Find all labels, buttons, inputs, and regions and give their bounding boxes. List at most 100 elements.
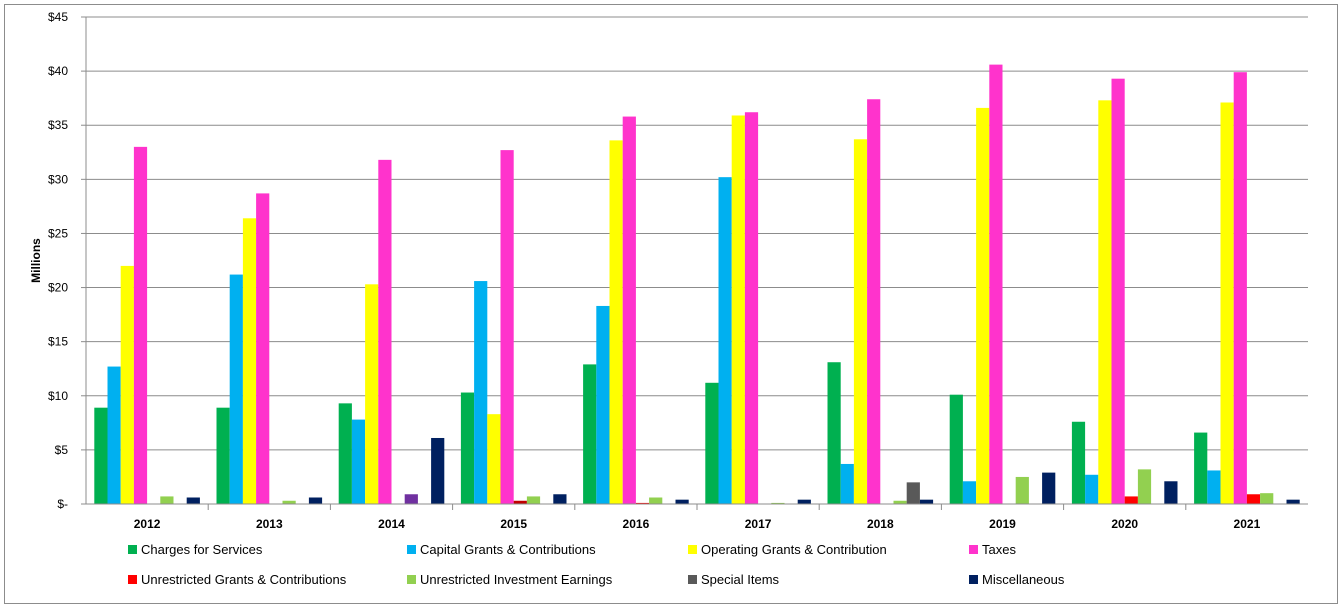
bar bbox=[583, 364, 597, 504]
y-tick-label: $30 bbox=[48, 172, 68, 186]
bar bbox=[771, 502, 785, 504]
bar bbox=[216, 407, 230, 504]
bar bbox=[1111, 78, 1125, 504]
legend-swatch bbox=[688, 575, 697, 584]
x-tick-label: 2017 bbox=[745, 517, 772, 531]
bar bbox=[1137, 469, 1152, 504]
bar bbox=[675, 499, 689, 504]
x-tick-label: 2014 bbox=[378, 517, 405, 531]
y-tick-label: $35 bbox=[48, 118, 68, 132]
bar bbox=[1194, 432, 1208, 504]
bar bbox=[474, 281, 488, 504]
bar bbox=[351, 419, 366, 504]
bar bbox=[500, 150, 514, 504]
bar bbox=[404, 494, 418, 504]
bar bbox=[1286, 499, 1300, 504]
x-tick-label: 2021 bbox=[1234, 517, 1261, 531]
bar bbox=[1015, 476, 1029, 504]
bar bbox=[1098, 100, 1112, 504]
bar bbox=[242, 218, 257, 504]
bar bbox=[609, 140, 623, 504]
x-tick-label: 2018 bbox=[867, 517, 894, 531]
legend-label: Taxes bbox=[982, 542, 1016, 557]
bar bbox=[513, 500, 527, 504]
bar bbox=[718, 177, 732, 504]
bar bbox=[460, 392, 475, 504]
bar bbox=[731, 115, 745, 504]
bar bbox=[1246, 494, 1261, 504]
bar bbox=[229, 274, 243, 504]
y-axis-ticks: $- $5 $10 $15 $20 $25 $30 $35 $40 $45 bbox=[48, 10, 86, 511]
bar bbox=[1233, 72, 1247, 505]
y-tick-label: $40 bbox=[48, 64, 68, 78]
bar bbox=[596, 305, 610, 504]
bar bbox=[338, 403, 352, 504]
legend-swatch bbox=[407, 575, 416, 584]
bar bbox=[120, 265, 134, 504]
bar bbox=[744, 112, 759, 504]
legend-label: Charges for Services bbox=[141, 542, 263, 557]
legend-swatch bbox=[969, 545, 978, 554]
y-axis-label: Millions bbox=[29, 238, 43, 283]
bar bbox=[1164, 481, 1178, 504]
x-tick-label: 2012 bbox=[134, 517, 161, 531]
legend-label: Capital Grants & Contributions bbox=[420, 542, 596, 557]
bar bbox=[107, 366, 121, 504]
bar bbox=[1220, 102, 1234, 505]
y-tick-label: $5 bbox=[55, 443, 69, 457]
bar bbox=[649, 497, 663, 504]
bar bbox=[365, 284, 379, 504]
legend-swatch bbox=[969, 575, 978, 584]
bar bbox=[893, 500, 907, 504]
y-tick-label: $25 bbox=[48, 226, 68, 240]
bar bbox=[867, 99, 881, 504]
legend-swatch bbox=[128, 545, 137, 554]
bar bbox=[186, 497, 200, 504]
bar bbox=[94, 407, 108, 504]
bar bbox=[827, 362, 841, 504]
y-tick-label: $- bbox=[57, 497, 68, 511]
x-tick-label: 2019 bbox=[989, 517, 1016, 531]
legend-label: Miscellaneous bbox=[982, 572, 1065, 587]
legend-label: Unrestricted Investment Earnings bbox=[420, 572, 613, 587]
bar bbox=[378, 159, 392, 504]
bar bbox=[989, 64, 1003, 505]
bar bbox=[526, 496, 541, 504]
bar bbox=[308, 497, 323, 504]
bar bbox=[160, 496, 174, 504]
bar bbox=[133, 146, 148, 504]
bar bbox=[622, 116, 636, 504]
bar bbox=[797, 499, 811, 504]
bar bbox=[853, 139, 868, 504]
bar bbox=[1071, 421, 1086, 504]
legend-label: Unrestricted Grants & Contributions bbox=[141, 572, 347, 587]
bar bbox=[487, 414, 501, 504]
bar bbox=[949, 394, 963, 504]
bar bbox=[553, 494, 567, 504]
bar bbox=[1207, 470, 1221, 504]
bar bbox=[705, 382, 719, 504]
x-tick-label: 2013 bbox=[256, 517, 283, 531]
x-tick-label: 2015 bbox=[500, 517, 527, 531]
bar bbox=[1260, 493, 1274, 504]
bar bbox=[1042, 472, 1056, 504]
y-tick-label: $20 bbox=[48, 281, 68, 295]
legend: Charges for Services Capital Grants & Con… bbox=[128, 542, 1065, 587]
bar bbox=[282, 500, 296, 504]
legend-label: Operating Grants & Contribution bbox=[701, 542, 887, 557]
y-tick-label: $10 bbox=[48, 389, 68, 403]
y-tick-label: $15 bbox=[48, 335, 68, 349]
bar bbox=[256, 193, 270, 504]
bar bbox=[976, 107, 990, 504]
x-axis-ticks: 2012 2013 2014 2015 2016 2017 2018 2019 2020 2021 bbox=[134, 504, 1261, 531]
x-tick-label: 2020 bbox=[1111, 517, 1138, 531]
bar bbox=[919, 499, 934, 504]
bars bbox=[94, 64, 1300, 505]
x-tick-label: 2016 bbox=[623, 517, 650, 531]
legend-swatch bbox=[688, 545, 697, 554]
bar bbox=[635, 502, 650, 504]
bar bbox=[906, 482, 920, 504]
bar bbox=[840, 463, 854, 504]
chart-frame bbox=[4, 4, 1338, 604]
